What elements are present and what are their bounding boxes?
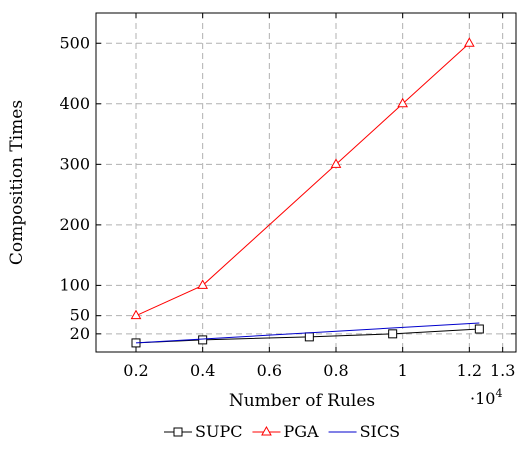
x-multiplier-base: ·10: [470, 389, 495, 408]
series-lines: [130, 37, 484, 348]
x-tick-label: 0.2: [123, 361, 148, 380]
y-tick-label: 100: [59, 275, 90, 294]
supc-data-point: [304, 332, 314, 342]
x-tick-label: 1.3: [490, 361, 515, 380]
supc-data-point: [474, 324, 484, 334]
supc-legend-marker: [173, 427, 183, 437]
x-tick-label: 0.8: [323, 361, 348, 380]
y-tick-label: 300: [59, 154, 90, 173]
legend: SUPC PGA SICS: [164, 422, 400, 441]
pga-data-point: [463, 37, 475, 47]
y-tick-label: 400: [59, 94, 90, 113]
pga-legend-marker: [261, 425, 272, 436]
legend-label-sics: SICS: [360, 422, 400, 441]
legend-label-pga: PGA: [283, 422, 319, 441]
pga-data-point: [130, 309, 142, 320]
x-axis-label: Number of Rules: [229, 391, 375, 411]
pga-data-point: [197, 279, 209, 289]
plot-frame: [95, 12, 517, 353]
y-tick-label: 500: [59, 33, 90, 52]
x-tick-label: 1: [398, 361, 408, 380]
y-axis-label: Composition Times: [7, 100, 27, 265]
grid: [96, 13, 516, 352]
pga-series-line: [135, 42, 470, 317]
sics-series-line: [135, 322, 480, 344]
x-tick-label: 0.6: [257, 361, 282, 380]
supc-data-point: [198, 335, 208, 345]
x-tick-label: 0.4: [190, 361, 215, 380]
x-axis-multiplier: ·104: [470, 387, 502, 408]
x-multiplier-exponent: 4: [495, 387, 502, 400]
pga-data-point: [397, 97, 409, 108]
legend-label-supc: SUPC: [195, 422, 242, 441]
y-tick-label: 200: [59, 215, 90, 234]
x-tick-label: 1.2: [457, 361, 482, 380]
supc-data-point: [388, 329, 398, 339]
pga-data-point: [330, 158, 342, 168]
y-tick-label: 50: [70, 306, 90, 325]
y-tick-label: 20: [70, 324, 90, 343]
